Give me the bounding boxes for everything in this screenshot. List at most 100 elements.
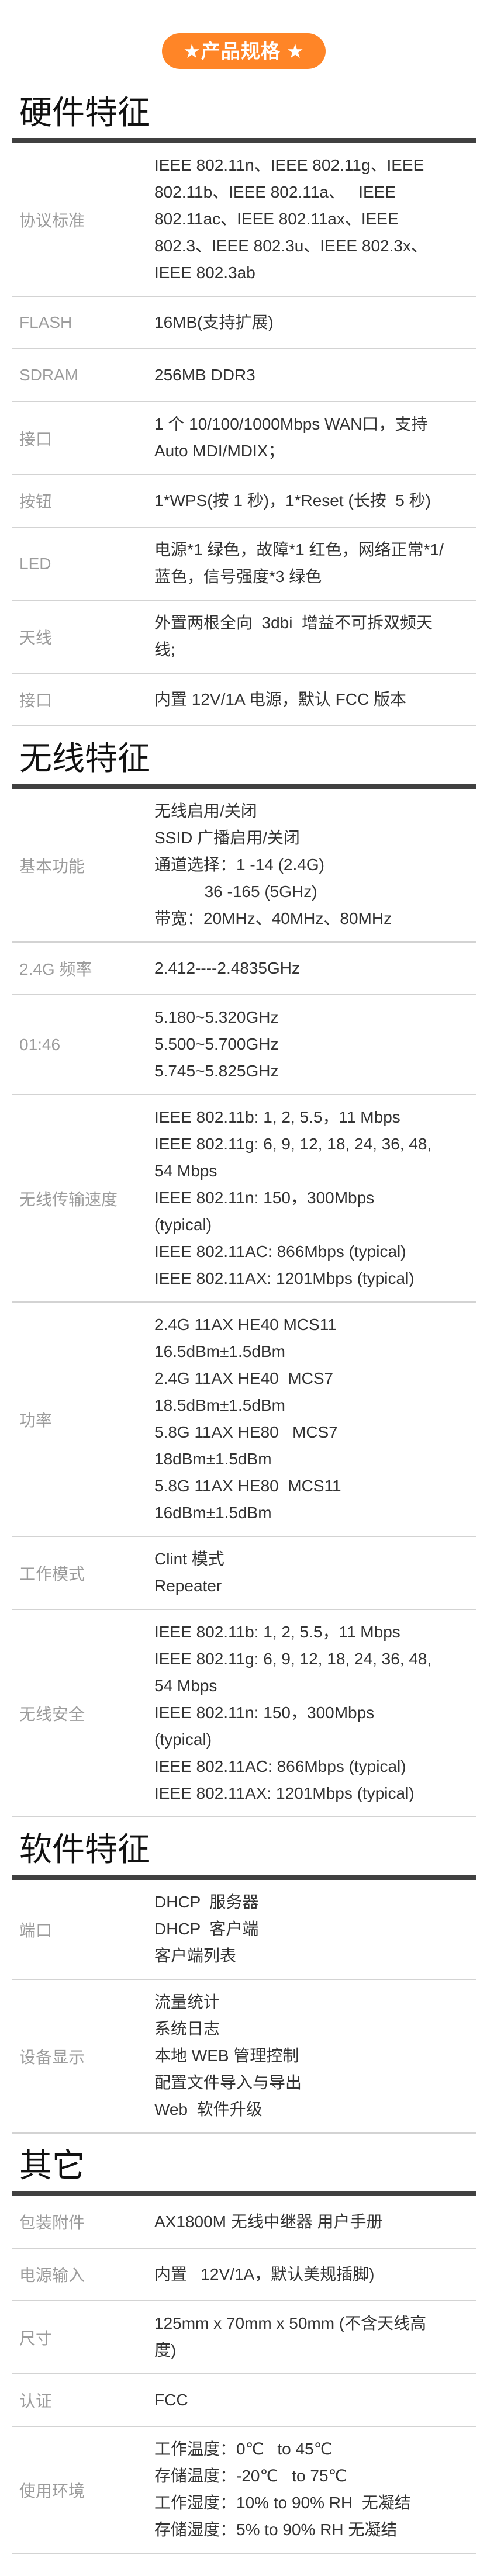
spec-value-line: 系统日志 [154,2020,220,2038]
section-divider [12,1875,476,1880]
spec-value: 2.4G 11AX HE40 MCS11 16.5dBm±1.5dBm 2.4G 1… [154,1311,341,1526]
spec-label: SDRAM [19,366,79,384]
header-area: ★产品规格 ★ [0,0,487,81]
spec-value: 2.412----2.4835GHz [154,955,300,982]
spec-value: FCC [154,2387,188,2414]
spec-value-line: Auto MDI/MDIX； [154,442,285,460]
spec-value-line: 流量统计 [154,1993,220,2011]
spec-row: 认证 FCC [12,2374,476,2427]
spec-value-line: 802.11b、IEEE 802.11a、 IEEE [154,183,396,201]
spec-label: 无线传输速度 [19,1190,118,1209]
section-title: 无线特征 [19,740,150,777]
spec-value-line: IEEE 802.11AC: 866Mbps (typical) [154,1757,406,1775]
spec-value: 1*WPS(按 1 秒)，1*Reset (长按 5 秒) [154,487,431,514]
spec-value-line: 蓝色，信号强度*3 绿色 [154,567,322,586]
spec-row: 接口 1 个 10/100/1000Mbps WAN口，支持 Auto MDI/MD… [12,402,476,475]
spec-value-line: 54 Mbps [154,1677,217,1695]
spec-label: 2.4G 频率 [19,960,92,978]
spec-value-line: 1 个 10/100/1000Mbps WAN口，支持 [154,415,428,433]
spec-row: SDRAM 256MB DDR3 [12,349,476,402]
spec-value: Clint 模式 Repeater [154,1546,224,1599]
spec-row: 基本功能 无线启用/关闭 SSID 广播启用/关闭通道选择：1 -14 (2.4G)… [12,789,476,943]
spec-row: 2.4G 频率 2.412----2.4835GHz [12,943,476,995]
spec-value-line: IEEE 802.11b: 1, 2, 5.5，11 Mbps [154,1108,400,1126]
spec-section: 无线特征基本功能 无线启用/关闭 SSID 广播启用/关闭通道选择：1 -14 (2… [0,739,487,1817]
spec-value: IEEE 802.11n、IEEE 802.11g、IEEE 802.11b、IE… [154,152,427,286]
spec-value-line: 2.412----2.4835GHz [154,958,301,977]
spec-label: 按钮 [19,493,53,511]
spec-value-line: 2.4G 11AX HE40 MCS11 [154,1315,337,1334]
spec-value-line: 通道选择：1 -14 (2.4G) [154,856,324,874]
spec-value-line: IEEE 802.11g: 6, 9, 12, 18, 24, 36, 48, [154,1135,432,1153]
spec-value-line: IEEE 802.11n、IEEE 802.11g、IEEE [154,156,424,174]
spec-value-line: IEEE 802.11n: 150，300Mbps [154,1704,375,1722]
spec-value-line: IEEE 802.11AX: 1201Mbps (typical) [154,1269,415,1287]
spec-value-line: IEEE 802.11n: 150，300Mbps [154,1189,375,1207]
spec-value: 1 个 10/100/1000Mbps WAN口，支持 Auto MDI/MDIX… [154,411,427,465]
spec-row: 使用环境 工作温度：0℃ to 45℃ 存储温度：-20℃ to 75℃ 工作湿度：1… [12,2427,476,2554]
spec-value-line: 外置两根全向 3dbi 增益不可拆双频天 [154,614,433,632]
spec-value-line: 存储温度：-20℃ to 75℃ [154,2467,347,2485]
spec-value-line: 配置文件导入与导出 [154,2073,302,2092]
spec-row: 无线传输速度 IEEE 802.11b: 1, 2, 5.5，11 Mbps IEE… [12,1095,476,1303]
spec-row: FLASH 16MB(支持扩展) [12,297,476,349]
spec-value-line: 5.8G 11AX HE80 MCS11 [154,1477,341,1495]
spec-value-line: Web 软件升级 [154,2100,263,2118]
spec-value-line: SSID 广播启用/关闭 [154,829,300,847]
spec-row: 无线安全 IEEE 802.11b: 1, 2, 5.5，11 Mbps IEEE … [12,1610,476,1817]
spec-value-line: 度) [154,2341,177,2359]
spec-label: 01:46 [19,1035,61,1054]
section-divider [12,2191,476,2196]
spec-table: 端口 DHCP 服务器 DHCP 客户端 客户端列表 设备显示 流量统计 系统日志 本地 WE… [12,1880,476,2134]
spec-value: DHCP 服务器 DHCP 客户端 客户端列表 [154,1889,258,1969]
spec-value-line: 802.11ac、IEEE 802.11ax、IEEE [154,210,399,228]
spec-value-line: 18dBm±1.5dBm [154,1450,272,1468]
spec-label: 认证 [19,2392,53,2410]
spec-row: LED 电源*1 绿色，故障*1 红色，网络正常*1/蓝色，信号强度*3 绿色 [12,528,476,601]
spec-value-line: 16.5dBm±1.5dBm [154,1342,285,1360]
spec-section: 硬件特征协议标准 IEEE 802.11n、IEEE 802.11g、IEEE 80… [0,94,487,726]
spec-row: 协议标准 IEEE 802.11n、IEEE 802.11g、IEEE 802.11… [12,143,476,297]
spec-value: 流量统计系统日志本地 WEB 管理控制 配置文件导入与导出 Web 软件升级 [154,1989,302,2123]
spec-row: 包装附件 AX1800M 无线中继器 用户手册 [12,2196,476,2249]
spec-value: 5.180~5.320GHz 5.500~5.700GHz 5.745~5.825G… [154,1004,279,1085]
spec-value: 125mm x 70mm x 50mm (不含天线高 度) [154,2310,426,2364]
spec-value: 内置 12V/1A 电源，默认 FCC 版本 [154,686,406,713]
spec-value-line: 5.8G 11AX HE80 MCS7 [154,1423,338,1441]
section-divider [12,784,476,789]
product-spec-badge: ★产品规格 ★ [162,33,326,69]
spec-value-line: IEEE 802.11AC: 866Mbps (typical) [154,1242,406,1261]
spec-section: 其它包装附件 AX1800M 无线中继器 用户手册 电源输入 内置 12V/1A，默认… [0,2146,487,2554]
section-title: 硬件特征 [19,94,150,131]
spec-value-line: 电源*1 绿色，故障*1 红色，网络正常*1/ [154,541,444,559]
spec-value-line: 无线启用/关闭 [154,802,257,820]
spec-value-line: 带宽：20MHz、40MHz、80MHz [154,909,392,927]
spec-value-line: 802.3、IEEE 802.3u、IEEE 802.3x、 [154,237,427,255]
spec-value-line: DHCP 客户端 [154,1920,259,1938]
spec-value-line: AX1800M 无线中继器 用户手册 [154,2212,383,2231]
spec-value-line: 5.745~5.825GHz [154,1062,279,1080]
spec-label: 协议标准 [19,211,85,230]
spec-value-line: 客户端列表 [154,1947,237,1965]
spec-value-line: 本地 WEB 管理控制 [154,2047,299,2065]
spec-label: 接口 [19,691,53,709]
spec-value-line: Clint 模式 [154,1550,224,1568]
spec-row: 电源输入 内置 12V/1A，默认美规插脚) [12,2249,476,2301]
spec-label: 基本功能 [19,857,85,875]
spec-value: AX1800M 无线中继器 用户手册 [154,2208,383,2235]
spec-value: 外置两根全向 3dbi 增益不可拆双频天 线; [154,610,433,663]
spec-value-line: (typical) [154,1730,212,1749]
spec-value-line: 5.500~5.700GHz [154,1035,279,1053]
spec-value-line: 1*WPS(按 1 秒)，1*Reset (长按 5 秒) [154,491,431,510]
spec-value: 工作温度：0℃ to 45℃ 存储温度：-20℃ to 75℃ 工作湿度：10% t… [154,2436,411,2543]
spec-value-line: IEEE 802.11g: 6, 9, 12, 18, 24, 36, 48, [154,1650,432,1668]
spec-value: 电源*1 绿色，故障*1 红色，网络正常*1/蓝色，信号强度*3 绿色 [154,536,444,590]
spec-value-line: IEEE 802.11b: 1, 2, 5.5，11 Mbps [154,1623,400,1641]
spec-label: 端口 [19,1921,53,1940]
spec-value-line: 256MB DDR3 [154,365,255,384]
spec-value-line: 工作湿度：10% to 90% RH 无凝结 [154,2494,411,2512]
spec-value-line: Repeater [154,1577,222,1595]
spec-row: 设备显示 流量统计 系统日志 本地 WEB 管理控制 配置文件导入与导出 Web 软件升级 [12,1980,476,2134]
section-title: 软件特征 [19,1831,150,1868]
section-title: 其它 [19,2147,85,2184]
